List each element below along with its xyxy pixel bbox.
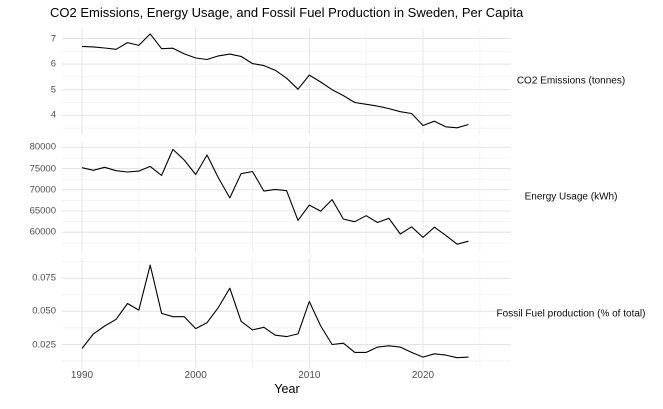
facet-label-energy: Energy Usage (kWh)	[524, 191, 618, 203]
co2-y-tick-label: 6	[50, 58, 56, 70]
x-tick-label: 2010	[298, 370, 321, 381]
co2-y-tick-label: 5	[50, 84, 56, 96]
x-tick-label: 1990	[70, 370, 94, 381]
co2-series-line	[81, 33, 469, 129]
fossil-y-tick-label: 0.075	[32, 272, 56, 284]
x-tick-label: 2020	[411, 370, 435, 381]
facet-label-fossil: Fossil Fuel production (% of total)	[496, 308, 646, 320]
energy-y-tick-label: 60000	[29, 226, 56, 238]
energy-y-tick-label: 80000	[29, 141, 56, 153]
fossil-y-tick-label: 0.050	[32, 305, 56, 317]
energy-series-line	[81, 148, 469, 245]
fossil-series-line	[81, 264, 469, 359]
co2-y-tick-label: 7	[50, 33, 56, 44]
co2-y-tick-label: 4	[50, 109, 56, 121]
fossil-y-tick-label: 0.025	[32, 339, 56, 350]
facet-label-co2: CO2 Emissions (tonnes)	[516, 75, 626, 87]
chart-title: CO2 Emissions, Energy Usage, and Fossil …	[50, 5, 524, 20]
energy-y-tick-label: 75000	[29, 163, 56, 175]
x-tick-label: 2000	[184, 370, 207, 381]
x-axis-title: Year	[274, 382, 300, 396]
energy-y-tick-label: 70000	[29, 184, 56, 196]
energy-y-tick-label: 65000	[29, 205, 56, 217]
